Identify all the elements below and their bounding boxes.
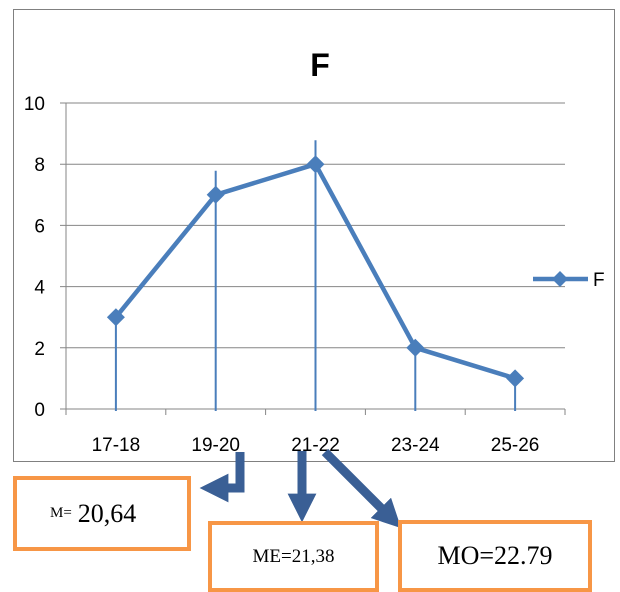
annotation-arrows: [199, 448, 402, 529]
x-tick-labels: 17-18 19-20 21-22 23-24 25-26: [92, 435, 540, 456]
data-point: [106, 308, 125, 327]
mode-text: MO=22.79: [437, 541, 553, 570]
series-group: [106, 155, 525, 388]
mean-label: M=: [50, 505, 72, 521]
mode-box: MO=22.79: [398, 520, 592, 592]
y-tick-label: 4: [34, 278, 45, 299]
data-point: [406, 338, 425, 357]
chart-title: F: [310, 47, 330, 83]
arrow-to-mode: [321, 448, 402, 529]
legend-label: F: [593, 270, 605, 291]
y-tick-label: 2: [34, 339, 45, 360]
x-tick-label: 17-18: [92, 435, 141, 456]
arrow-to-mean: [199, 452, 245, 503]
median-text: ME=21,38: [252, 545, 335, 567]
y-tick-label: 0: [34, 400, 45, 421]
legend-marker: [552, 271, 568, 287]
data-point: [206, 185, 225, 204]
y-tick-label: 8: [34, 155, 45, 176]
x-tick-label: 19-20: [191, 435, 240, 456]
mean-box: M= 20,64: [13, 476, 191, 551]
drop-lines: [114, 140, 517, 411]
x-tick-label: 25-26: [491, 435, 540, 456]
data-point: [306, 155, 325, 174]
data-point: [506, 369, 525, 388]
mean-value: 20,64: [77, 498, 137, 528]
median-box: ME=21,38: [208, 521, 379, 592]
grid-lines: [60, 102, 566, 415]
y-tick-labels: 0 2 4 6 8 10: [24, 94, 46, 421]
x-tick-label: 23-24: [391, 435, 440, 456]
y-tick-label: 10: [24, 94, 45, 115]
y-tick-label: 6: [34, 216, 45, 237]
legend: F: [533, 270, 605, 291]
